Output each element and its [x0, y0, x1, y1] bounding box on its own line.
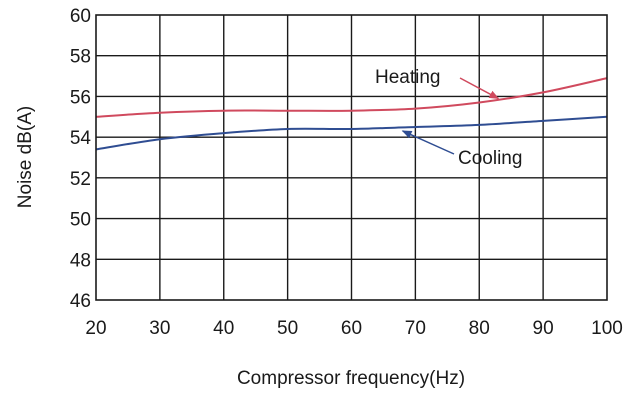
x-tick-label: 70	[405, 318, 426, 339]
y-tick-label: 60	[70, 6, 91, 27]
y-tick-label: 56	[70, 87, 91, 108]
x-tick-label: 50	[277, 318, 298, 339]
y-axis-title: Noise dB(A)	[15, 106, 36, 208]
x-tick-label: 80	[469, 318, 490, 339]
x-axis-title: Compressor frequency(Hz)	[237, 368, 465, 389]
series-layer	[95, 77, 608, 151]
x-tick-label: 90	[533, 318, 554, 339]
y-tick-label: 50	[70, 210, 91, 231]
x-tick-label: 60	[341, 318, 362, 339]
grid	[96, 15, 607, 300]
y-tick-label: 48	[70, 250, 91, 271]
annotation-arrow-heating	[459, 77, 500, 100]
x-tick-label: 40	[213, 318, 234, 339]
annotations: Heating Cooling	[375, 67, 522, 169]
x-tick-label: 100	[591, 318, 623, 339]
x-tick-label: 20	[85, 318, 106, 339]
annotation-label-cooling: Cooling	[458, 148, 522, 169]
x-tick-label: 30	[149, 318, 170, 339]
annotation-label-heating: Heating	[375, 67, 441, 88]
y-tick-label: 52	[70, 169, 91, 190]
y-tick-label: 58	[70, 47, 91, 68]
series-line-cooling	[95, 115, 608, 151]
series-line-heating	[95, 77, 608, 118]
y-tick-label: 54	[70, 128, 92, 149]
y-tick-label: 46	[70, 291, 91, 312]
tick-labels: 20 30 40 50 60 70 80 90 100 46 48 50 52 54 56 58 60	[70, 6, 623, 339]
plot-frame	[95, 14, 608, 301]
annotation-arrow-cooling	[401, 130, 455, 155]
